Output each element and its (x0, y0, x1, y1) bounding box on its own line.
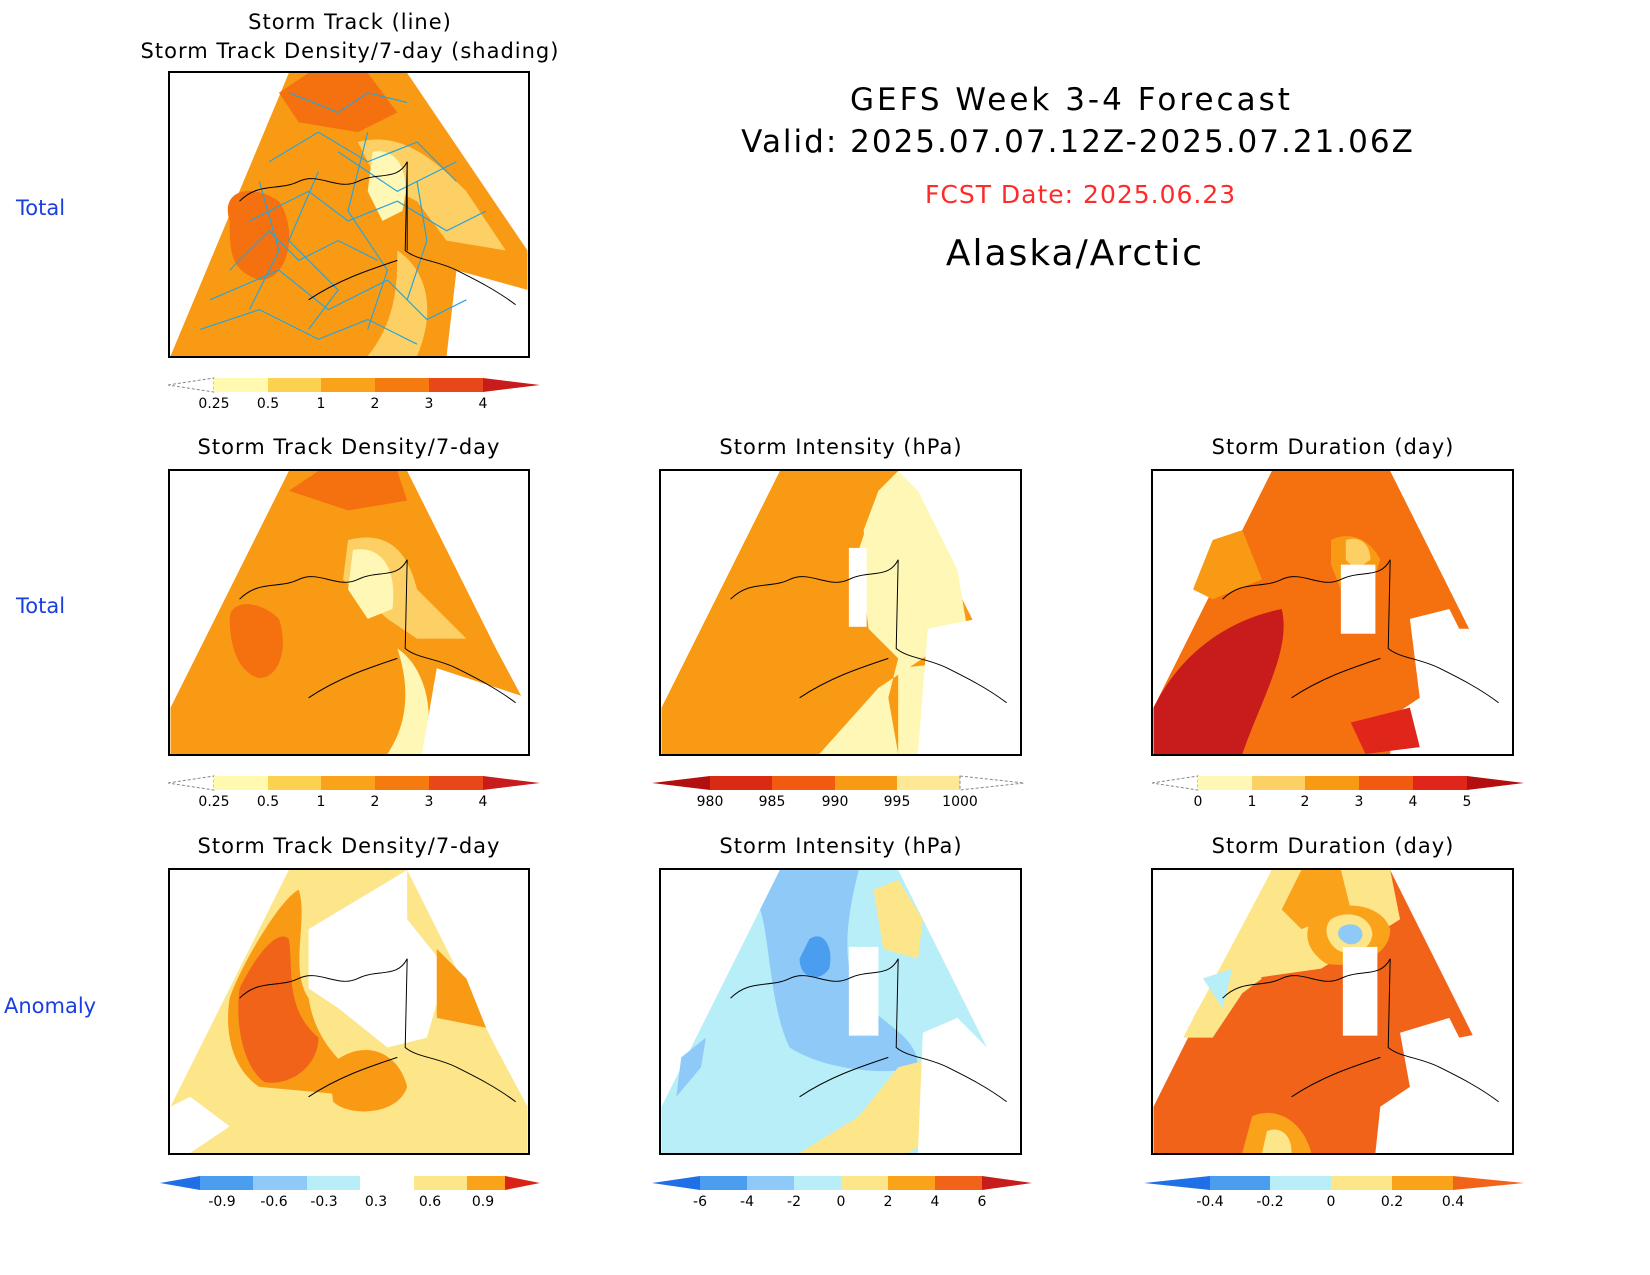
valid-period: Valid: 2025.07.07.12Z-2025.07.21.06Z (741, 124, 1415, 160)
cb-duranom-label-3: 0.2 (1380, 1194, 1404, 1210)
cb-ianom-label-1: -4 (740, 1194, 754, 1210)
cb-dur-label-4: 4 (1408, 794, 1418, 810)
storm-track-lines (199, 92, 487, 345)
storm-track-density-map (170, 73, 528, 356)
cb-top-label-5: 4 (478, 396, 488, 412)
cb-top-label-0: 0.25 (198, 396, 230, 412)
panel-1-title-line2: Storm Track Density/7-day (shading) (140, 39, 560, 63)
panel-2-density-map (168, 469, 530, 756)
cb-int-label-0: 980 (696, 794, 724, 810)
colorbar-density-middle: 0.25 0.5 1 2 3 4 (167, 775, 540, 812)
cb-mid-label-1: 0.5 (256, 794, 280, 810)
colorbar-duration: 0 1 2 3 4 5 (1151, 775, 1524, 812)
colorbar-density-top: 0.25 0.5 1 2 3 4 (167, 377, 540, 414)
panel-7-title: Storm Duration (day) (1211, 834, 1455, 858)
cb-int-label-2: 990 (821, 794, 849, 810)
cb-danom-label-0: -0.9 (208, 1194, 236, 1210)
panel-3-title: Storm Intensity (hPa) (719, 435, 963, 459)
region-name: Alaska/Arctic (945, 233, 1205, 274)
cb-top-label-1: 0.5 (256, 396, 280, 412)
forecast-date: FCST Date: 2025.06.23 (925, 180, 1237, 209)
main-title: GEFS Week 3-4 Forecast (850, 82, 1293, 118)
cb-top-label-2: 1 (316, 396, 326, 412)
row-label-top: Total (16, 196, 66, 220)
colorbar-density-top-graphic (167, 377, 540, 393)
colorbar-duration-anomaly: -0.4 -0.2 0 0.2 0.4 (1144, 1176, 1524, 1212)
panel-3-intensity-map (659, 469, 1022, 756)
colorbar-density-anomaly: -0.9 -0.6 -0.3 0.3 0.6 0.9 (160, 1176, 540, 1212)
cb-mid-label-5: 4 (478, 794, 488, 810)
cb-ianom-label-3: 0 (836, 1194, 846, 1210)
cb-ianom-label-6: 6 (977, 1194, 987, 1210)
cb-dur-label-0: 0 (1193, 794, 1203, 810)
cb-ianom-label-2: -2 (787, 1194, 801, 1210)
colorbar-intensity-anomaly: -6 -4 -2 0 2 4 6 (652, 1176, 1032, 1212)
cb-dur-label-2: 2 (1300, 794, 1310, 810)
panel-4-duration-map (1151, 469, 1514, 756)
cb-top-label-4: 3 (424, 396, 434, 412)
panel-1-title-line1: Storm Track (line) (248, 10, 452, 34)
cb-dur-label-1: 1 (1247, 794, 1257, 810)
colorbar-intensity: 980 985 990 995 1000 (652, 775, 1025, 812)
panel-2-title: Storm Track Density/7-day (197, 435, 501, 459)
cb-mid-label-0: 0.25 (198, 794, 230, 810)
panel-1-storm-track-map (168, 71, 530, 358)
cb-ianom-label-5: 4 (930, 1194, 940, 1210)
cb-top-label-3: 2 (370, 396, 380, 412)
cb-duranom-label-0: -0.4 (1196, 1194, 1224, 1210)
cb-mid-label-3: 2 (370, 794, 380, 810)
panel-5-title: Storm Track Density/7-day (197, 834, 501, 858)
cb-dur-label-5: 5 (1462, 794, 1472, 810)
row-label-bottom: Anomaly (4, 994, 97, 1018)
panel-6-intensity-anomaly-map (659, 868, 1022, 1155)
cb-int-label-1: 985 (758, 794, 786, 810)
cb-ianom-label-4: 2 (883, 1194, 893, 1210)
cb-duranom-label-2: 0 (1326, 1194, 1336, 1210)
cb-duranom-label-4: 0.4 (1441, 1194, 1465, 1210)
cb-danom-label-2: -0.3 (310, 1194, 338, 1210)
panel-5-density-anomaly-map (168, 868, 530, 1155)
cb-danom-label-1: -0.6 (260, 1194, 288, 1210)
cb-danom-label-5: 0.9 (471, 1194, 495, 1210)
cb-duranom-label-1: -0.2 (1256, 1194, 1284, 1210)
panel-4-title: Storm Duration (day) (1211, 435, 1455, 459)
row-label-middle: Total (16, 594, 66, 618)
panel-6-title: Storm Intensity (hPa) (719, 834, 963, 858)
cb-mid-label-4: 3 (424, 794, 434, 810)
cb-int-label-4: 1000 (942, 794, 978, 810)
cb-ianom-label-0: -6 (693, 1194, 707, 1210)
panel-7-duration-anomaly-map (1151, 868, 1514, 1155)
cb-danom-label-3: 0.3 (364, 1194, 388, 1210)
cb-dur-label-3: 3 (1354, 794, 1364, 810)
cb-danom-label-4: 0.6 (418, 1194, 442, 1210)
coastline (239, 161, 516, 306)
cb-mid-label-2: 1 (316, 794, 326, 810)
cb-int-label-3: 995 (883, 794, 911, 810)
